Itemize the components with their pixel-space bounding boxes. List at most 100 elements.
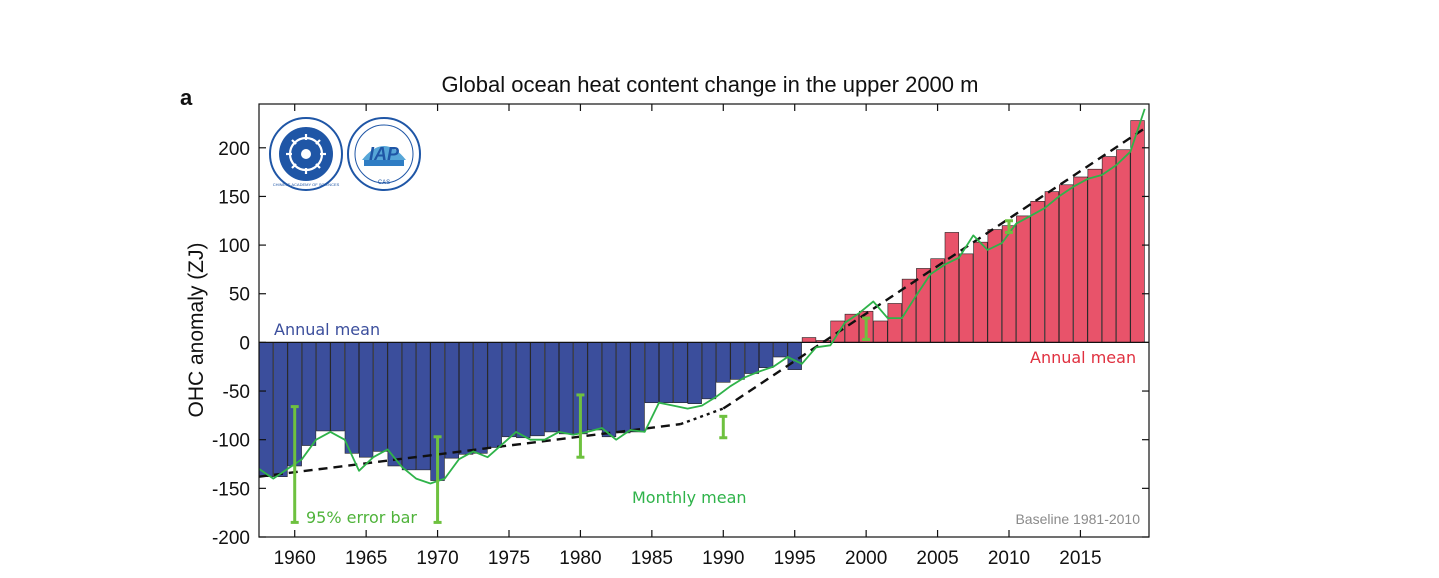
error-bars [290, 219, 1013, 524]
trend-1990-2019 [722, 127, 1146, 410]
iap-logo-text: IAP [369, 144, 400, 164]
error-bar-1960 [290, 405, 299, 524]
annual-bar-2019 [1130, 120, 1145, 343]
plot-frame [258, 103, 1150, 538]
error-bar-1970 [433, 435, 442, 524]
monthly-mean-label: Monthly mean [632, 488, 747, 507]
y-tick-label-200: 200 [218, 139, 250, 160]
annual-bar-2008 [973, 241, 988, 343]
annual-bar-2006 [944, 232, 960, 343]
x-axis-ticks: 1960 1965 1970 1975 1980 1985 1990 1995 2000 2005… [274, 104, 1102, 569]
x-tick-label-2015: 2015 [1059, 548, 1101, 569]
annual-bar-1994 [773, 342, 788, 358]
chart-title: Global ocean heat content change in the … [442, 72, 979, 97]
annual-bar-1993 [758, 342, 774, 368]
y-tick-label-150: 150 [218, 187, 250, 208]
annual-bar-1979 [558, 342, 574, 435]
annual-bar-1990 [716, 342, 731, 383]
y-tick-label--150: -150 [212, 479, 250, 500]
annual-bar-1967 [387, 342, 402, 467]
annual-bar-2007 [958, 253, 974, 343]
x-tick-label-1985: 1985 [631, 548, 673, 569]
annual-bar-1977 [530, 342, 545, 437]
y-tick-label--200: -200 [212, 528, 250, 549]
error-bar-label: 95% error bar [306, 508, 417, 527]
panel-label: a [180, 85, 193, 110]
annual-bar-1982 [601, 342, 617, 438]
iap-logo-subtext: CAS [378, 180, 390, 186]
annual-bar-1984 [630, 342, 645, 433]
x-tick-label-1960: 1960 [274, 548, 316, 569]
annual-bar-1965 [358, 342, 374, 458]
annual-mean-label-negative: Annual mean [274, 320, 380, 339]
error-bar-2000 [862, 316, 871, 341]
x-tick-label-2010: 2010 [988, 548, 1030, 569]
annual-bar-1968 [401, 342, 417, 471]
annual-bar-1992 [744, 342, 760, 374]
annual-bar-1989 [701, 342, 717, 400]
annual-bar-1986 [658, 342, 674, 404]
iap-logo: IAP CAS [347, 117, 421, 191]
annual-bar-2018 [1116, 149, 1131, 343]
cas-logo: CHINESE ACADEMY OF SCIENCES [269, 117, 343, 191]
annual-bar-2016 [1087, 168, 1102, 343]
trend-1958-1986 [258, 422, 681, 478]
y-tick-label--50: -50 [223, 382, 250, 403]
annual-bar-2001 [873, 320, 888, 343]
y-tick-label-100: 100 [218, 236, 250, 257]
x-tick-label-1970: 1970 [416, 548, 458, 569]
y-axis-ticks: -200 -150 -100 -50 0 50 100 150 200 [212, 139, 1149, 549]
error-bar-1990 [719, 414, 728, 440]
annual-bar-2014 [1058, 184, 1074, 343]
y-axis-label: OHC anomaly (ZJ) [185, 242, 208, 417]
annual-bar-2005 [930, 258, 945, 343]
y-tick-label-0: 0 [239, 333, 250, 354]
annual-bar-1973 [473, 342, 488, 454]
x-tick-label-1965: 1965 [345, 548, 387, 569]
monthly-mean-line [258, 108, 1146, 485]
cas-logo-text: CHINESE ACADEMY OF SCIENCES [273, 182, 340, 187]
annual-bar-2011 [1016, 215, 1031, 343]
x-tick-label-1975: 1975 [488, 548, 530, 569]
annual-mean-label-positive: Annual mean [1030, 348, 1136, 367]
x-tick-label-2005: 2005 [916, 548, 958, 569]
annual-bar-1985 [644, 342, 660, 404]
x-tick-label-1995: 1995 [774, 548, 816, 569]
y-tick-label--100: -100 [212, 431, 250, 452]
annual-bar-1988 [687, 342, 702, 404]
error-bar-2010 [1005, 219, 1013, 234]
annual-bar-2012 [1030, 201, 1045, 343]
annual-bar-1974 [487, 342, 502, 448]
trend-lines [258, 127, 1146, 478]
annual-bar-1958 [258, 342, 274, 477]
annual-bar-1976 [516, 342, 531, 439]
annual-bar-1978 [544, 342, 560, 433]
annual-bar-2015 [1073, 176, 1088, 343]
annual-bar-1981 [587, 342, 602, 431]
annual-bar-1963 [330, 342, 345, 432]
annual-bar-2010 [1001, 225, 1017, 343]
baseline-note: Baseline 1981-2010 [1015, 511, 1140, 527]
x-tick-label-2000: 2000 [845, 548, 887, 569]
annual-bar-2017 [1101, 156, 1117, 343]
plot-area [258, 108, 1149, 524]
annual-bar-1987 [673, 342, 688, 404]
annual-bar-1966 [373, 342, 388, 452]
y-tick-label-50: 50 [229, 285, 250, 306]
annual-bar-1969 [416, 342, 431, 471]
x-tick-label-1980: 1980 [559, 548, 601, 569]
annual-bar-1983 [616, 342, 631, 434]
annual-bar-1971 [444, 342, 460, 459]
annual-bar-1964 [344, 342, 360, 454]
annual-bar-1991 [730, 342, 745, 380]
annual-bar-1959 [273, 342, 288, 477]
annual-bar-1996 [801, 337, 817, 343]
x-tick-label-1990: 1990 [702, 548, 744, 569]
trend-1987-1990 [680, 407, 724, 426]
error-bar-1980 [576, 393, 585, 459]
annual-bar-1972 [458, 342, 474, 455]
annual-bar-1962 [316, 342, 331, 432]
annual-bar-2002 [887, 303, 902, 343]
annual-bar-1961 [301, 342, 317, 446]
